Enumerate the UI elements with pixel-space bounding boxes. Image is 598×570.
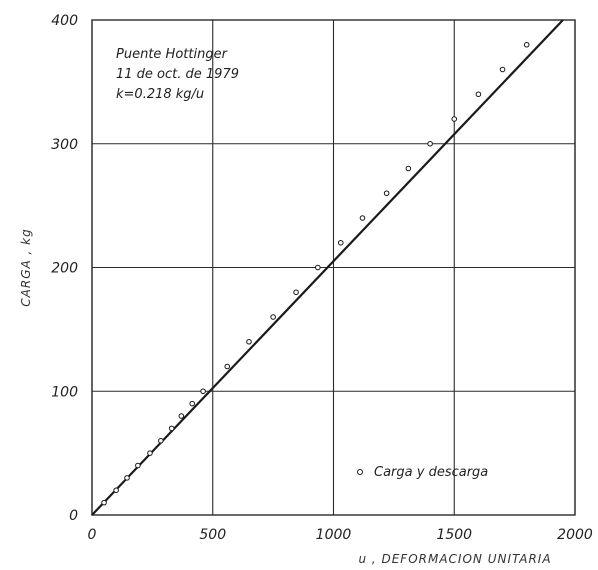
data-point [158, 437, 164, 444]
y-tick-label-1: 100 [51, 384, 78, 400]
x-tick-label-4: 2000 [557, 527, 593, 543]
x-tick-label-1: 500 [199, 527, 226, 543]
data-point [337, 239, 344, 246]
annotation-line-0: Puente Hottinger [116, 47, 229, 62]
y-axis-label: CARGA , kg [19, 228, 33, 306]
tick-labels: 0 500 1000 1500 2000 0 100 200 300 400 [51, 13, 593, 543]
axis-labels: u , DEFORMACION UNITARIA CARGA , kg [19, 228, 551, 566]
legend-label: Carga y descarga [374, 465, 488, 480]
y-tick-label-0: 0 [69, 508, 78, 524]
data-point [135, 462, 141, 469]
data-point [427, 140, 433, 147]
x-tick-label-0: 0 [88, 527, 97, 543]
data-point [315, 264, 321, 271]
annotation-line-2: k=0.218 kg/u [116, 87, 204, 102]
data-point [224, 363, 231, 370]
y-tick-label-2: 200 [51, 261, 78, 277]
data-points [101, 41, 530, 506]
data-point [113, 487, 119, 494]
data-point [293, 289, 299, 296]
fit-line [91, 19, 564, 516]
data-point [147, 450, 153, 456]
data-point [200, 388, 206, 395]
x-tick-label-2: 1000 [316, 527, 352, 543]
plot-frame [91, 19, 576, 516]
plot-border [91, 19, 576, 516]
annotation-box: Puente Hottinger 11 de oct. de 1979 k=0.21… [116, 47, 239, 102]
legend: Carga y descarga [357, 465, 488, 480]
fit-line-group [91, 19, 564, 516]
y-tick-label-3: 300 [51, 137, 78, 153]
data-point [270, 314, 276, 320]
data-point [475, 91, 482, 98]
y-tick-label-4: 400 [51, 13, 78, 29]
data-point [178, 413, 185, 419]
x-tick-label-3: 1500 [436, 527, 472, 543]
data-point [246, 338, 252, 345]
data-point [359, 215, 366, 221]
x-axis-label: u , DEFORMACION UNITARIA [358, 552, 551, 566]
data-point [405, 165, 412, 172]
data-point [124, 475, 130, 481]
data-point [101, 499, 107, 506]
legend-marker [357, 469, 363, 475]
data-point [451, 116, 458, 122]
data-point [189, 400, 196, 407]
data-point [168, 425, 175, 432]
data-point [383, 190, 390, 197]
annotation-line-1: 11 de oct. de 1979 [116, 67, 239, 82]
data-point [499, 66, 506, 73]
data-point [523, 41, 530, 48]
